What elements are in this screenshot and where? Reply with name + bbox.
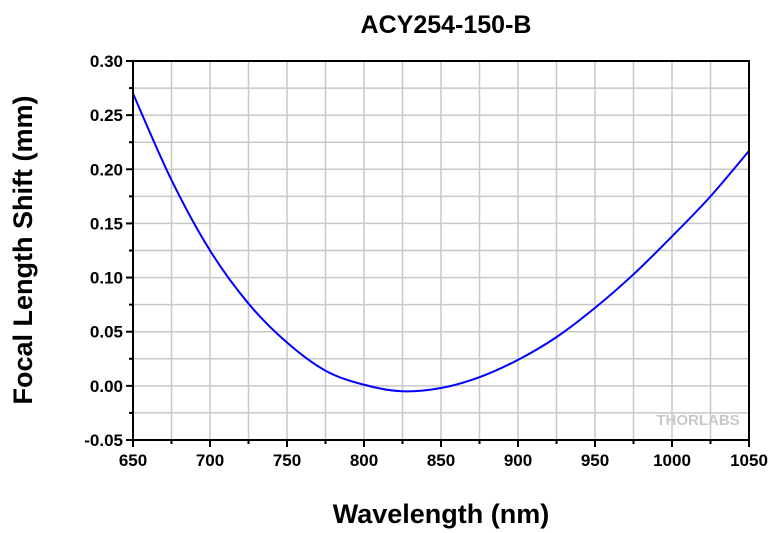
grid	[133, 61, 749, 440]
y-tick-label: 0.15	[90, 214, 123, 233]
x-tick-label: 1050	[730, 451, 768, 470]
x-tick-label: 750	[273, 451, 301, 470]
thorlabs-watermark: THORLABS	[656, 412, 739, 429]
x-axis-label: Wavelength (nm)	[333, 499, 550, 529]
y-tick-label: 0.05	[90, 323, 123, 342]
chart-title: ACY254-150-B	[361, 11, 532, 39]
x-tick-label: 900	[504, 451, 532, 470]
x-tick-label: 700	[196, 451, 224, 470]
x-tick-label: 650	[119, 451, 147, 470]
x-tick-label: 800	[350, 451, 378, 470]
y-tick-label: 0.30	[90, 52, 123, 71]
axes-ticks: 650 700 750 800 850 900 950 1000 1050 -0.05 0.00 0.…	[84, 52, 768, 470]
series	[132, 93, 750, 393]
x-tick-label: 850	[427, 451, 455, 470]
y-tick-label: 0.20	[90, 160, 123, 179]
x-tick-label: 950	[581, 451, 609, 470]
y-axis-label: Focal Length Shift (mm)	[8, 96, 38, 405]
series-line	[132, 93, 750, 393]
y-tick-label: 0.25	[90, 106, 123, 125]
y-tick-label: 0.00	[90, 377, 123, 396]
y-tick-label: -0.05	[84, 431, 123, 450]
y-tick-label: 0.10	[90, 269, 123, 288]
x-tick-label: 1000	[653, 451, 691, 470]
